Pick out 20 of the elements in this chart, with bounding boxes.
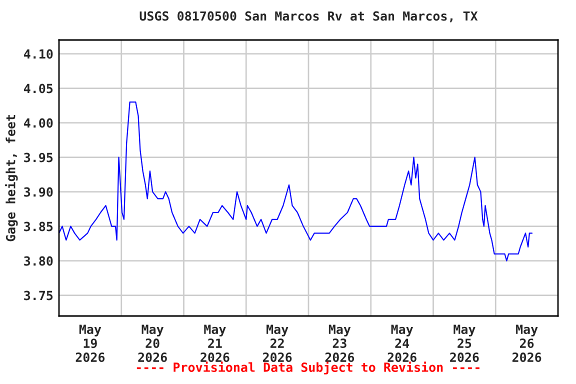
chart-title: USGS 08170500 San Marcos Rv at San Marcos, TX: [140, 11, 478, 22]
x-tick-label: May 23 2026: [325, 324, 354, 362]
x-tick-label: May 21 2026: [200, 324, 230, 362]
text: ---- Provisional Data Subject to Revision ----: [136, 362, 480, 374]
y-tick-label: 3.80: [24, 256, 53, 266]
y-tick-label: 3.85: [24, 222, 53, 232]
y-tick-label: 4.00: [24, 118, 53, 128]
line-series: [59, 102, 533, 262]
x-tick-label: May 19 2026: [76, 324, 105, 362]
y-tick-label: 3.95: [24, 152, 53, 162]
x-tick-label: May 22 2026: [262, 324, 292, 362]
y-tick-label: 4.05: [24, 84, 53, 94]
x-tick-label: May 20 2026: [138, 324, 167, 362]
x-tick-label: May 25 2026: [450, 324, 479, 362]
y-tick-label: 4.10: [24, 49, 53, 59]
x-tick-label: May 26 2026: [512, 324, 542, 362]
y-axis-title: Gage height, feet: [5, 115, 18, 242]
y-tick-label: 3.75: [24, 290, 53, 300]
y-tick-label: 3.90: [24, 187, 53, 197]
x-tick-label: May 24 2026: [388, 324, 416, 362]
